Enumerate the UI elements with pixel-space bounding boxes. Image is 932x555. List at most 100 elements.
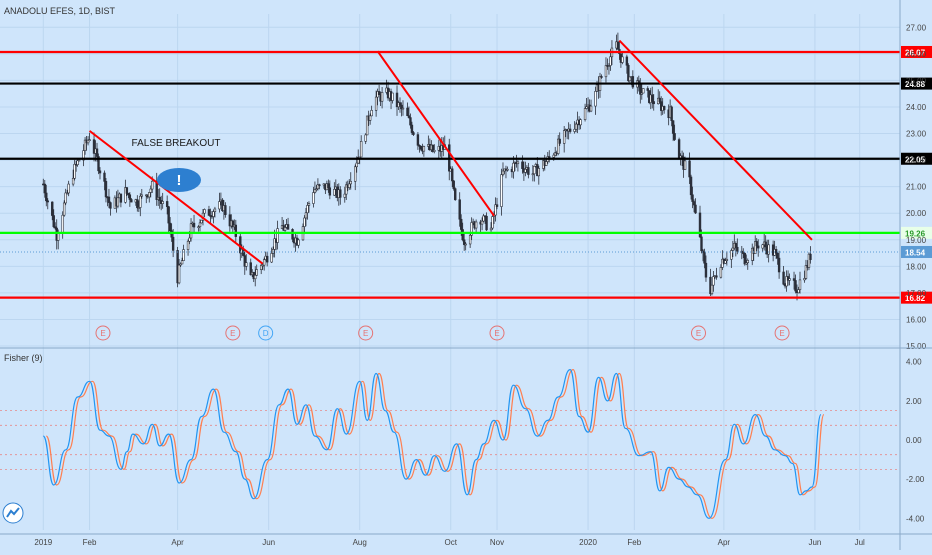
candle-body (625, 56, 629, 66)
candle-body (370, 110, 373, 117)
candle-body (286, 224, 290, 230)
candle-body (92, 139, 96, 154)
candle-body (506, 168, 509, 171)
candle-body (51, 201, 54, 216)
candle-body (692, 201, 696, 206)
candle-body (745, 262, 748, 265)
trendline-3[interactable] (618, 39, 813, 241)
candle-body (52, 215, 55, 228)
tradingview-logo-icon[interactable] (2, 502, 24, 524)
candle-body (407, 115, 411, 118)
candle-body (809, 253, 812, 260)
candle-body (764, 241, 767, 248)
earnings-marker-icon[interactable] (489, 325, 505, 341)
candle-body (161, 201, 164, 204)
level-19.26-price-tag (901, 226, 932, 239)
candle-body (792, 278, 796, 281)
candle-body (616, 41, 620, 50)
candle-body (640, 92, 643, 95)
candle-body (315, 188, 318, 191)
candle-body (291, 229, 294, 240)
candle-body (395, 92, 399, 108)
candle-body (642, 88, 645, 94)
candle-body (651, 94, 654, 102)
candle-body (562, 130, 566, 144)
trendline-2[interactable] (376, 50, 495, 217)
candle-body (804, 265, 808, 279)
trendline-1[interactable] (88, 130, 264, 265)
earnings-marker-icon[interactable] (225, 325, 241, 341)
candle-body (545, 161, 548, 166)
candle-body (125, 187, 129, 194)
candle-body (207, 209, 211, 216)
candle-body (119, 193, 123, 203)
candle-body (228, 214, 232, 227)
candle-body (73, 163, 76, 179)
candle-body (188, 237, 191, 242)
fisher-tick-label: -4.00 (906, 514, 925, 523)
grid-layer (0, 14, 900, 530)
candle-body (86, 139, 90, 144)
price-tick-label: 18.00 (906, 262, 927, 271)
candle-body (485, 215, 488, 231)
candle-body (807, 253, 811, 268)
false-breakout-annotation[interactable]: FALSE BREAKOUT ! (132, 138, 221, 192)
level-24.88-price-label: 24.88 (905, 80, 926, 89)
price-tick-label: 23.00 (906, 130, 927, 139)
earnings-marker-icon[interactable] (95, 325, 111, 341)
candle-body (398, 102, 402, 106)
price-tick-label: 20.00 (906, 209, 927, 218)
candle-body (57, 233, 60, 241)
trendlines[interactable] (88, 39, 813, 265)
candle-body (761, 244, 764, 249)
candle-body (98, 170, 102, 174)
candle-body (61, 214, 64, 234)
horizontal-lines[interactable]: 26.07 24.88 22.05 19.26 18.54 16.82 (0, 45, 932, 304)
candle-body (683, 160, 687, 170)
candle-body (495, 204, 499, 207)
candle-body (97, 156, 100, 172)
earnings-marker-letter: E (100, 329, 105, 338)
candle-body (243, 255, 246, 267)
earnings-marker-icon[interactable] (358, 325, 374, 341)
candle-body (213, 208, 217, 212)
candle-body (107, 196, 111, 203)
candle-body (607, 65, 611, 67)
candle-body (628, 76, 632, 82)
false-breakout-label: FALSE BREAKOUT (132, 138, 221, 149)
earnings-marker-icon[interactable] (774, 325, 790, 341)
earnings-marker-icon[interactable] (691, 325, 707, 341)
earnings-marker-letter: E (696, 329, 701, 338)
candle-body (462, 239, 466, 245)
candle-body (646, 88, 649, 91)
candle-body (182, 249, 185, 261)
candle-body (254, 274, 257, 280)
earnings-marker-letter: E (494, 329, 499, 338)
candle-body (746, 260, 749, 264)
candle-body (354, 166, 357, 182)
candle-body (589, 105, 593, 112)
candle-body (568, 128, 572, 132)
candle-body (249, 262, 252, 276)
candle-body (76, 160, 79, 165)
candle-body (139, 195, 142, 208)
resistance-26.07-price-tag (901, 45, 932, 58)
candle-body (297, 239, 300, 246)
time-tick-label: Feb (83, 538, 97, 547)
candle-body (192, 222, 196, 228)
candle-body (755, 241, 758, 247)
candle-body (71, 177, 75, 185)
time-tick-label: Jun (262, 538, 275, 547)
candle-body (416, 134, 420, 146)
candle-body (349, 180, 352, 185)
candle-body (627, 64, 630, 82)
candle-body (186, 240, 190, 250)
candle-body (480, 220, 484, 225)
candle-body (359, 141, 363, 158)
candle-body (377, 91, 381, 95)
candle-body (574, 123, 578, 130)
candle-body (306, 205, 309, 214)
dividend-marker-icon[interactable] (258, 325, 274, 341)
